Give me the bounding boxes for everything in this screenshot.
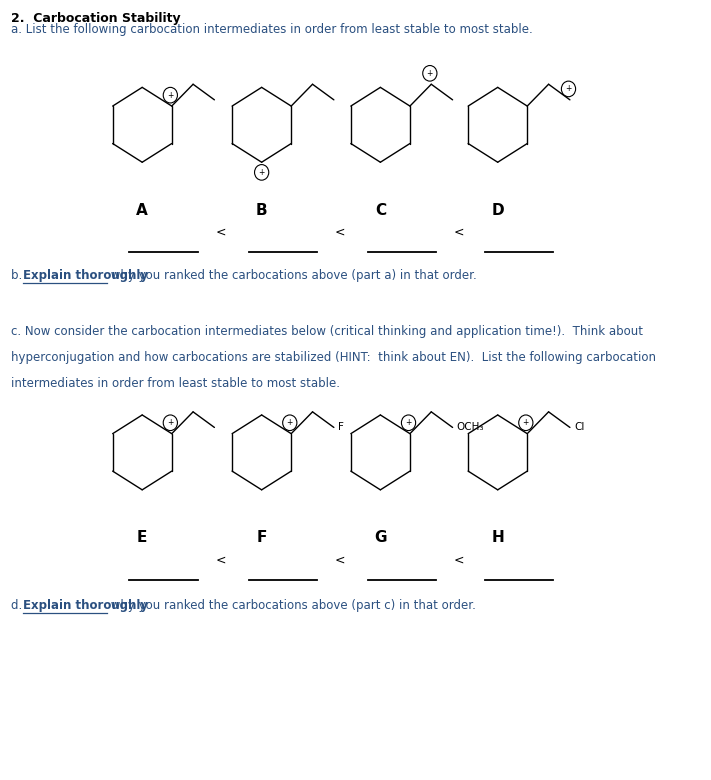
Text: <: < <box>454 226 464 239</box>
Text: +: + <box>523 418 529 427</box>
Text: A: A <box>137 203 148 218</box>
Text: +: + <box>405 418 412 427</box>
Text: +: + <box>259 168 264 177</box>
Text: +: + <box>565 84 572 94</box>
Text: a. List the following carbocation intermediates in order from least stable to mo: a. List the following carbocation interm… <box>11 23 533 37</box>
Text: b.: b. <box>11 269 26 282</box>
Text: H: H <box>491 530 504 545</box>
Text: why you ranked the carbocations above (part a) in that order.: why you ranked the carbocations above (p… <box>107 269 477 282</box>
Text: <: < <box>454 554 464 566</box>
Text: +: + <box>167 90 173 100</box>
Text: Explain thoroughly: Explain thoroughly <box>23 269 149 282</box>
Text: d.: d. <box>11 599 26 612</box>
Text: hyperconjugation and how carbocations are stabilized (HINT:  think about EN).  L: hyperconjugation and how carbocations ar… <box>11 351 656 364</box>
Text: intermediates in order from least stable to most stable.: intermediates in order from least stable… <box>11 377 340 390</box>
Text: why you ranked the carbocations above (part c) in that order.: why you ranked the carbocations above (p… <box>107 599 476 612</box>
Text: D: D <box>491 203 504 218</box>
Text: +: + <box>287 418 293 427</box>
Text: <: < <box>335 226 345 239</box>
Text: Explain thoroughly: Explain thoroughly <box>23 599 149 612</box>
Text: G: G <box>374 530 387 545</box>
Text: 2.  Carbocation Stability: 2. Carbocation Stability <box>11 12 181 25</box>
Text: F: F <box>257 530 267 545</box>
Text: <: < <box>215 554 225 566</box>
Text: OCH₃: OCH₃ <box>457 423 484 432</box>
Text: F: F <box>338 423 344 432</box>
Text: C: C <box>375 203 386 218</box>
Text: c. Now consider the carbocation intermediates below (critical thinking and appli: c. Now consider the carbocation intermed… <box>11 325 643 339</box>
Text: E: E <box>137 530 147 545</box>
Text: <: < <box>335 554 345 566</box>
Text: Cl: Cl <box>574 423 584 432</box>
Text: <: < <box>215 226 225 239</box>
Text: +: + <box>167 418 173 427</box>
Text: B: B <box>256 203 267 218</box>
Text: +: + <box>427 69 433 78</box>
